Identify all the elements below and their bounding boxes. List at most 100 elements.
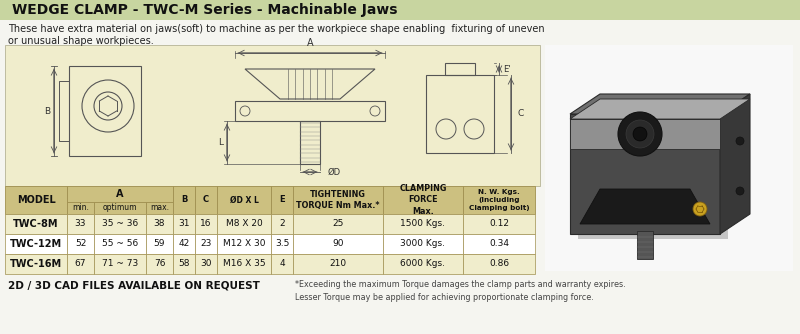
Bar [195,254,217,274]
Text: max.: max. [150,203,169,212]
Text: 31: 31 [178,219,190,228]
Text: 33: 33 [74,219,86,228]
Bar [463,214,535,234]
Text: 90: 90 [332,239,344,248]
Text: TIGHTENING
TORQUE Nm Max.*: TIGHTENING TORQUE Nm Max.* [296,190,380,210]
Bar [570,119,720,149]
Bar [271,186,293,214]
Bar [173,254,195,274]
Bar [383,214,463,234]
Text: M16 X 35: M16 X 35 [222,260,266,269]
Bar [146,234,173,254]
Bar [5,234,67,254]
Text: 210: 210 [330,260,346,269]
Text: N. W. Kgs.
(Including
Clamping bolt): N. W. Kgs. (Including Clamping bolt) [469,189,530,211]
Text: ØD X L: ØD X L [230,195,258,204]
Bar [5,214,67,234]
Text: 16: 16 [200,219,212,228]
Text: ØD: ØD [328,167,341,176]
Text: 52: 52 [75,239,86,248]
Text: B: B [181,195,187,204]
Bar [67,186,173,202]
Text: C: C [517,110,523,119]
Bar [173,234,195,254]
Bar [195,234,217,254]
Text: 3000 Kgs.: 3000 Kgs. [401,239,446,248]
Text: 1500 Kgs.: 1500 Kgs. [401,219,446,228]
Text: A: A [116,189,124,199]
Text: TWC-16M: TWC-16M [10,259,62,269]
Bar [293,214,383,234]
Bar [67,214,94,234]
Bar [67,202,94,214]
Text: These have extra material on jaws(soft) to machine as per the workpiece shape en: These have extra material on jaws(soft) … [8,24,545,34]
Bar [217,254,271,274]
Bar [271,234,293,254]
Text: M8 X 20: M8 X 20 [226,219,262,228]
Bar [293,254,383,274]
Circle shape [633,127,647,141]
Bar [173,214,195,234]
Bar [235,101,385,121]
Text: B: B [44,107,50,116]
Bar [463,186,535,214]
Text: 0.34: 0.34 [489,239,509,248]
Text: 38: 38 [154,219,166,228]
Text: L: L [218,138,223,147]
Polygon shape [570,94,750,114]
Circle shape [626,120,654,148]
Text: 25: 25 [332,219,344,228]
Bar [217,214,271,234]
Bar [463,234,535,254]
Bar [5,254,67,274]
Text: M12 X 30: M12 X 30 [222,239,266,248]
Text: 0.86: 0.86 [489,260,509,269]
Bar [300,121,320,164]
Bar [173,186,195,214]
Bar [383,186,463,214]
Circle shape [736,137,744,145]
Bar [545,45,793,271]
Text: optimum: optimum [102,203,138,212]
Bar [94,254,146,274]
Bar [67,254,94,274]
Text: or unusual shape workpieces.: or unusual shape workpieces. [8,36,154,46]
Bar [217,234,271,254]
Bar [293,234,383,254]
Text: E: E [279,195,285,204]
Text: WEDGE CLAMP - TWC-M Series - Machinable Jaws: WEDGE CLAMP - TWC-M Series - Machinable … [12,3,398,17]
Text: 0.12: 0.12 [489,219,509,228]
Bar [217,186,271,214]
Bar [271,254,293,274]
Circle shape [736,187,744,195]
Bar [195,186,217,214]
Text: 67: 67 [74,260,86,269]
Text: E': E' [503,64,510,73]
Text: *Exceeding the maximum Torque damages the clamp parts and warranty expires.
Less: *Exceeding the maximum Torque damages th… [295,280,626,302]
Text: TWC-12M: TWC-12M [10,239,62,249]
Bar [146,254,173,274]
Text: 30: 30 [200,260,212,269]
Bar [426,75,494,153]
Text: 76: 76 [154,260,166,269]
Bar [5,45,540,186]
Polygon shape [570,99,750,119]
Text: CLAMPING
FORCE
Max.: CLAMPING FORCE Max. [399,184,446,216]
Bar [67,234,94,254]
Bar [146,202,173,214]
Bar [5,186,67,214]
Bar [94,234,146,254]
Text: 23: 23 [200,239,212,248]
Text: TWC-8M: TWC-8M [14,219,58,229]
Text: 6000 Kgs.: 6000 Kgs. [401,260,446,269]
Bar [94,214,146,234]
Circle shape [618,112,662,156]
Bar [271,214,293,234]
Text: 3.5: 3.5 [275,239,289,248]
Bar [570,114,720,234]
Bar [94,202,146,214]
Text: MODEL: MODEL [17,195,55,205]
Bar [293,186,383,214]
Bar [445,63,475,75]
Bar [59,81,69,141]
